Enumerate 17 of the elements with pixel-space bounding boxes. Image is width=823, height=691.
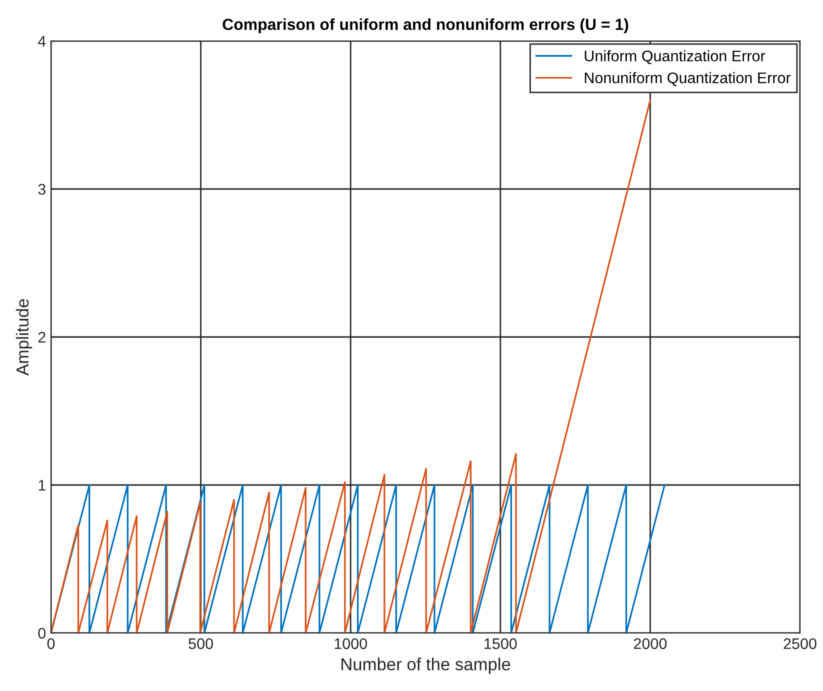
legend-label: Uniform Quantization Error (584, 50, 766, 64)
y-tick-label: 2 (38, 332, 46, 343)
x-axis-title: Number of the sample (342, 658, 510, 674)
y-axis-title: Amplitude (16, 299, 32, 376)
x-tick-label: 500 (188, 638, 213, 650)
y-tick-label: 0 (38, 628, 46, 639)
legend-label: Nonuniform Quantization Error (584, 72, 791, 86)
x-tick-label: 2000 (634, 638, 667, 650)
y-tick-label: 3 (38, 184, 46, 195)
x-tick-label: 0 (47, 638, 55, 650)
line-series (51, 99, 652, 633)
x-tick-label: 2500 (784, 638, 816, 650)
chart-title: Comparison of uniform and nonuniform errors (U = 1) (222, 18, 628, 34)
y-tick-label: 1 (38, 480, 46, 491)
x-tick-label: 1000 (334, 638, 367, 650)
y-tick-label: 4 (38, 36, 46, 47)
x-tick-label: 1500 (484, 638, 517, 650)
